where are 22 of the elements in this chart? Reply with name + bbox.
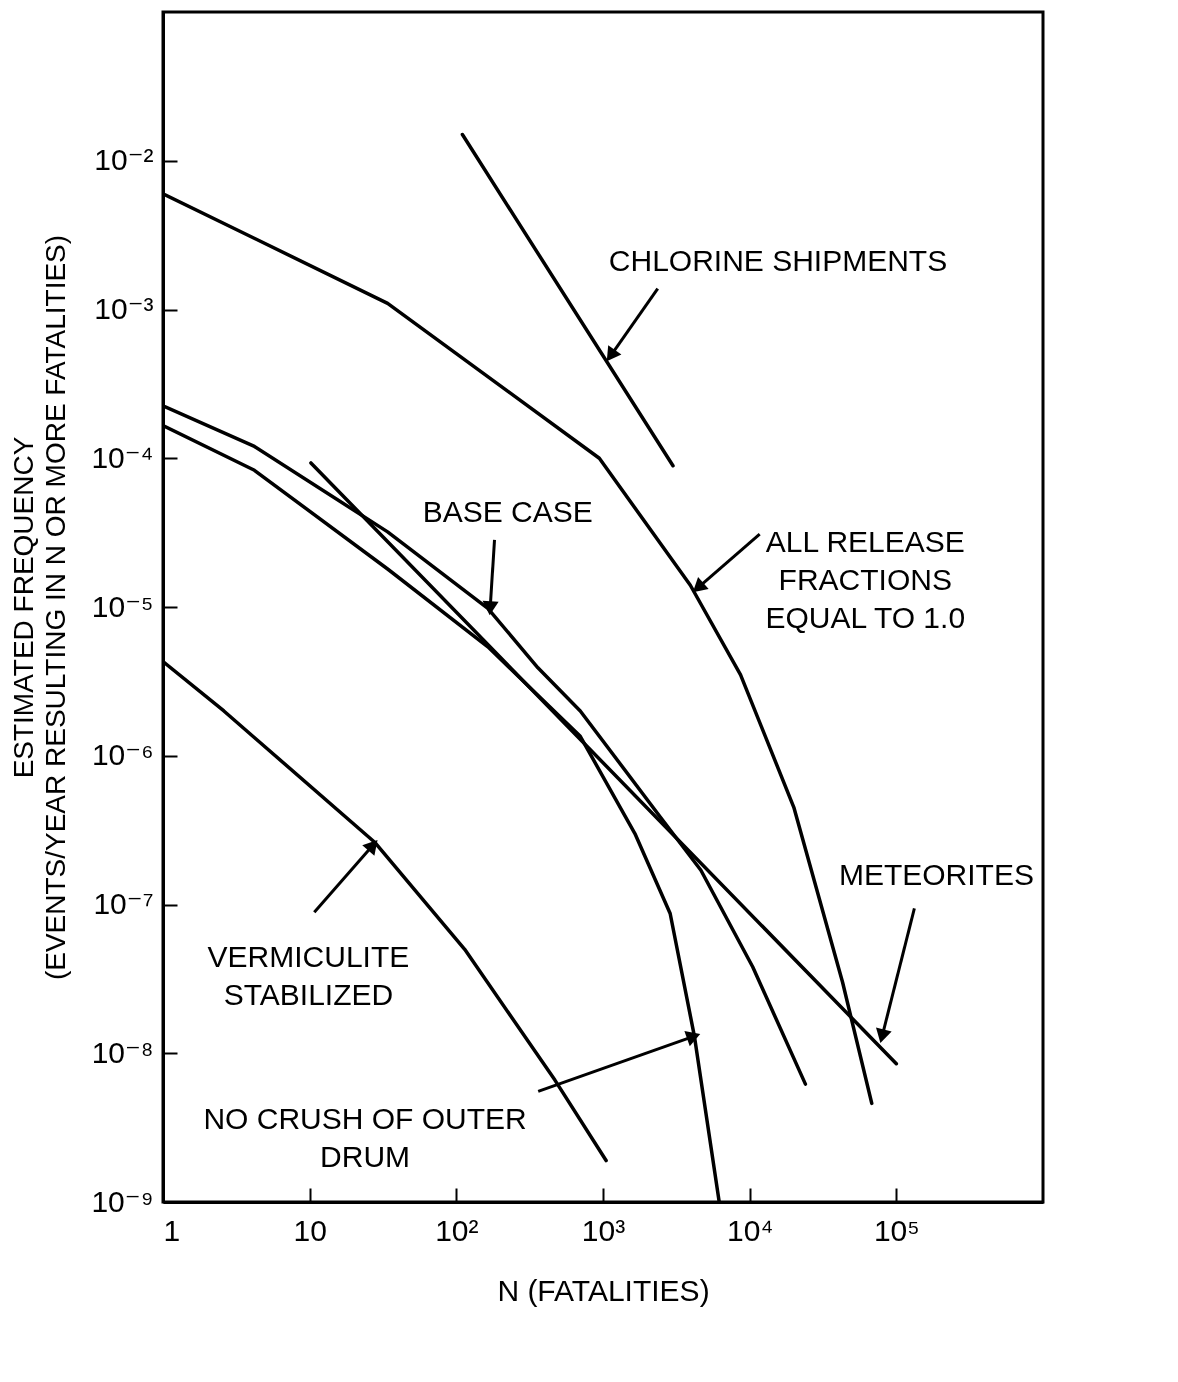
y-tick-label: 10⁻⁸	[91, 1035, 154, 1069]
x-tick-label: 10⁵	[873, 1213, 920, 1247]
annotation: ALL RELEASE FRACTIONS EQUAL TO 1.0	[765, 524, 966, 634]
y-tick-label: 10⁻⁵	[91, 589, 154, 623]
y-tick-label: 10⁻²	[94, 143, 154, 177]
x-axis-title: N (FATALITIES)	[497, 1273, 710, 1307]
x-tick-label: 10⁴	[727, 1213, 774, 1247]
x-tick-label: 10	[293, 1213, 327, 1247]
annotation: CHLORINE SHIPMENTS	[608, 243, 948, 277]
annotation: BASE CASE	[422, 495, 593, 529]
x-tick-label: 10²	[435, 1213, 479, 1247]
y-tick-label: 10⁻⁹	[91, 1184, 154, 1218]
annotation: VERMICULITE STABILIZED	[207, 940, 410, 1012]
annotation: METEORITES	[838, 857, 1034, 891]
x-tick-label: 10³	[581, 1213, 626, 1247]
y-tick-label: 10⁻⁴	[91, 440, 154, 474]
x-tick-label: 1	[163, 1213, 181, 1247]
y-tick-label: 10⁻³	[94, 292, 154, 325]
y-tick-label: 10⁻⁶	[91, 738, 154, 772]
y-axis-title: ESTIMATED FREQUENCY (EVENTS/YEAR RESULTING IN N OR MORE FATALITIES)	[8, 234, 72, 981]
annotation: NO CRUSH OF OUTER DRUM	[203, 1101, 527, 1173]
y-tick-label: 10⁻⁷	[93, 887, 154, 920]
